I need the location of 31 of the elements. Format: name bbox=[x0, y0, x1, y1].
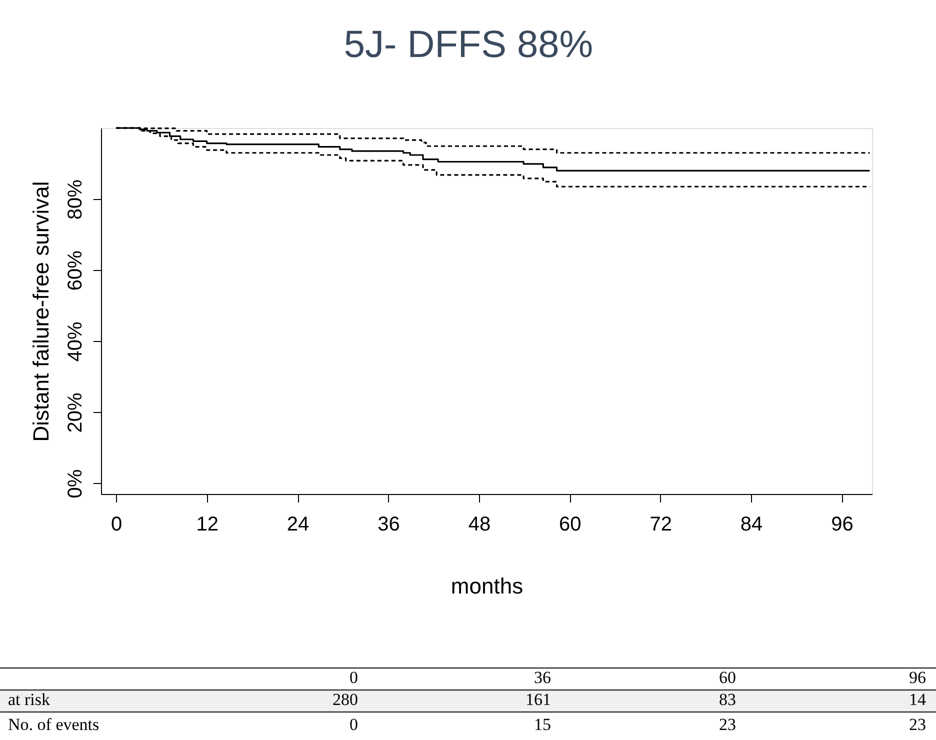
x-axis-title: months bbox=[450, 574, 524, 598]
chart-title: 5J- DFFS 88% bbox=[344, 24, 594, 66]
x-tick-label: 24 bbox=[286, 514, 310, 536]
text: 36 bbox=[534, 668, 551, 687]
text: 60 bbox=[719, 668, 736, 687]
x-tick-label: 36 bbox=[378, 514, 400, 536]
text: 15 bbox=[534, 715, 551, 734]
text: 0 bbox=[350, 668, 358, 687]
text: at risk bbox=[8, 690, 51, 709]
y-tick-label: 0% bbox=[64, 469, 86, 498]
x-tick-label: 0 bbox=[111, 514, 122, 536]
x-tick-label: 12 bbox=[196, 514, 218, 536]
text: No. of events bbox=[8, 715, 100, 734]
text: 96 bbox=[909, 668, 926, 687]
y-tick-label: 40% bbox=[64, 321, 86, 362]
y-tick-label: 80% bbox=[64, 179, 86, 220]
text: 0 bbox=[350, 715, 358, 734]
text: 83 bbox=[719, 690, 736, 709]
text: 14 bbox=[909, 690, 926, 709]
text: 23 bbox=[909, 715, 926, 734]
x-tick-label: 84 bbox=[740, 514, 763, 536]
x-tick-label: 60 bbox=[559, 514, 582, 536]
text: 23 bbox=[719, 715, 736, 734]
x-tick-label: 48 bbox=[468, 514, 491, 536]
y-tick-label: 60% bbox=[64, 250, 86, 291]
x-tick-label: 72 bbox=[650, 514, 672, 536]
text: 161 bbox=[526, 690, 551, 709]
x-tick-label: 96 bbox=[831, 514, 854, 536]
y-tick-label: 20% bbox=[64, 392, 86, 433]
y-axis-title: Distant failure-free survival bbox=[28, 181, 54, 442]
text: 280 bbox=[332, 690, 358, 709]
